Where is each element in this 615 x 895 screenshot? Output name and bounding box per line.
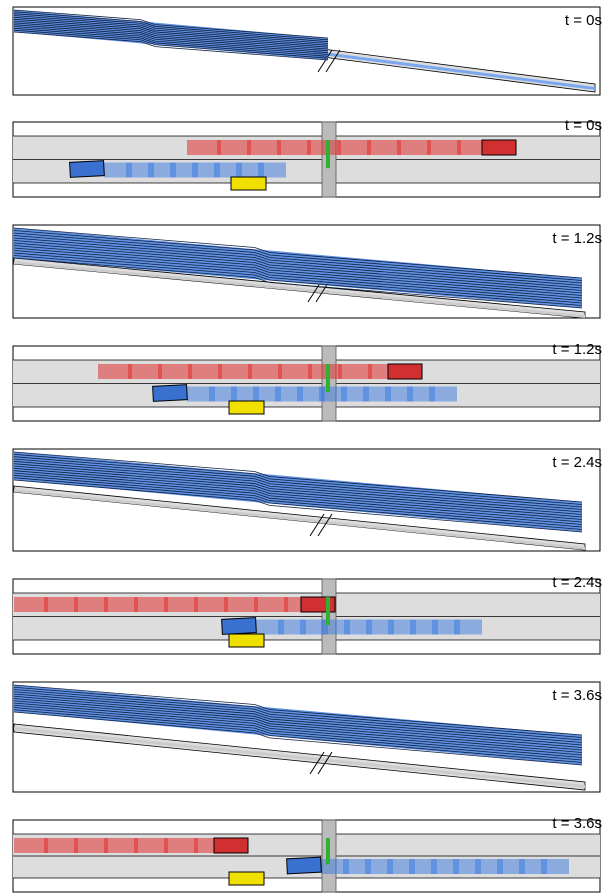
ego-vehicle <box>222 618 257 635</box>
lead-vehicle-ghost <box>128 364 162 379</box>
time-label: t = 2.4s <box>552 574 602 591</box>
pedestrian-zone <box>229 872 264 885</box>
time-label: t = 2.4s <box>552 454 602 471</box>
lead-vehicle-ghost <box>98 364 132 379</box>
pedestrian-zone <box>229 634 264 647</box>
lead-vehicle-ghost <box>44 838 78 853</box>
lead-vehicle <box>214 838 248 853</box>
lead-vehicle-ghost <box>277 140 311 155</box>
lead-vehicle-ghost <box>14 838 48 853</box>
pedestrian-marker <box>326 140 330 168</box>
lead-vehicle-ghost <box>278 364 312 379</box>
lead-vehicle-ghost <box>187 140 221 155</box>
panel: t = 0s <box>13 7 602 95</box>
ego-vehicle-ghost <box>258 163 286 178</box>
lead-vehicle-ghost <box>74 597 108 612</box>
lead-vehicle-ghost <box>44 597 78 612</box>
ego-vehicle-ghost <box>429 387 457 402</box>
panel: t = 3.6s <box>13 815 602 892</box>
pedestrian-zone <box>231 177 266 190</box>
time-label: t = 1.2s <box>552 341 602 358</box>
lead-vehicle-ghost <box>217 140 251 155</box>
panel: t = 2.4s <box>13 449 602 551</box>
time-label: t = 3.6s <box>552 815 602 832</box>
figure: t = 0s t = 0s t = 1.2s t = 1.2s t = 2.4s t = … <box>0 0 615 895</box>
lead-vehicle-ghost <box>104 838 138 853</box>
lead-vehicle-ghost <box>254 597 288 612</box>
lead-vehicle-ghost <box>337 140 371 155</box>
lead-vehicle-ghost <box>248 364 282 379</box>
panel: t = 0s <box>13 117 602 197</box>
ego-vehicle <box>287 857 322 874</box>
ego-vehicle <box>70 161 105 178</box>
time-label: t = 0s <box>565 12 602 29</box>
lead-vehicle-ghost <box>134 597 168 612</box>
lead-vehicle-ghost <box>104 597 138 612</box>
panel: t = 1.2s <box>13 341 602 421</box>
lead-vehicle-ghost <box>194 597 228 612</box>
lead-vehicle-ghost <box>308 364 342 379</box>
lead-vehicle-ghost <box>74 838 108 853</box>
panel: t = 1.2s <box>13 225 602 318</box>
lead-vehicle-ghost <box>427 140 461 155</box>
time-label: t = 0s <box>565 117 602 134</box>
time-label: t = 3.6s <box>552 687 602 704</box>
pedestrian-zone <box>229 401 264 414</box>
lead-vehicle-ghost <box>164 838 198 853</box>
pedestrian-marker <box>326 364 330 392</box>
ego-vehicle <box>153 385 188 402</box>
time-label: t = 1.2s <box>552 230 602 247</box>
lead-vehicle-ghost <box>367 140 401 155</box>
lead-vehicle <box>388 364 422 379</box>
ego-vehicle-ghost <box>541 859 569 874</box>
lead-vehicle-ghost <box>134 838 168 853</box>
ego-vehicle-ghost <box>454 620 482 635</box>
pedestrian-marker <box>326 597 330 625</box>
lead-vehicle-ghost <box>164 597 198 612</box>
panel: t = 2.4s <box>13 574 602 654</box>
lead-vehicle-ghost <box>188 364 222 379</box>
lead-vehicle-ghost <box>158 364 192 379</box>
pedestrian-marker <box>326 838 330 864</box>
lead-vehicle-ghost <box>307 140 341 155</box>
page: {"panels": [ {"label": "t = 0s"}, {"labe… <box>0 0 615 895</box>
panel: t = 3.6s <box>13 682 602 792</box>
lead-vehicle-ghost <box>338 364 372 379</box>
lead-vehicle-ghost <box>14 597 48 612</box>
lead-vehicle-ghost <box>218 364 252 379</box>
lead-vehicle-ghost <box>397 140 431 155</box>
lead-vehicle-ghost <box>247 140 281 155</box>
lead-vehicle-ghost <box>224 597 258 612</box>
lead-vehicle <box>482 140 516 155</box>
